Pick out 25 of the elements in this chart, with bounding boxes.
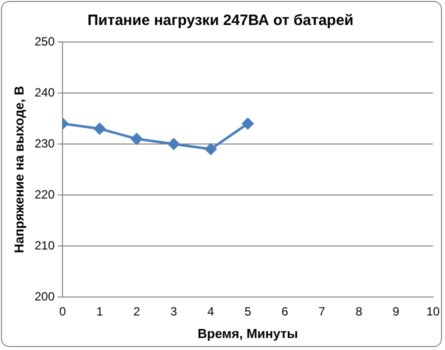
x-tick-label: 3 [170, 304, 178, 319]
point [168, 138, 180, 150]
chart-title: Питание нагрузки 247ВА от батарей [87, 12, 354, 30]
x-tick-label: 4 [207, 304, 214, 319]
x-tick-label: 5 [244, 304, 252, 319]
point [242, 118, 254, 130]
point [130, 133, 142, 145]
y-tick-label: 220 [34, 187, 55, 202]
x-axis-title: Время, Минуты [198, 326, 298, 341]
x-tick-label: 2 [133, 304, 140, 319]
point [94, 122, 106, 134]
x-tick-label: 1 [96, 304, 104, 319]
x-tick-label: 9 [392, 304, 400, 319]
y-tick-label: 230 [34, 136, 55, 150]
y-tick-label: 250 [34, 34, 55, 48]
y-tick-label: 200 [34, 289, 55, 304]
y-axis-title: Напряжение на выходе, В [11, 86, 26, 254]
y-tick-label: 240 [34, 85, 55, 100]
x-tick-label: 0 [59, 304, 66, 319]
x-tick-label: 10 [426, 304, 440, 319]
x-tick-label: 8 [356, 304, 363, 319]
x-tick-label: 6 [282, 304, 289, 319]
point [205, 143, 217, 155]
y-tick-label: 210 [34, 238, 55, 252]
x-tick-label: 7 [318, 304, 326, 319]
